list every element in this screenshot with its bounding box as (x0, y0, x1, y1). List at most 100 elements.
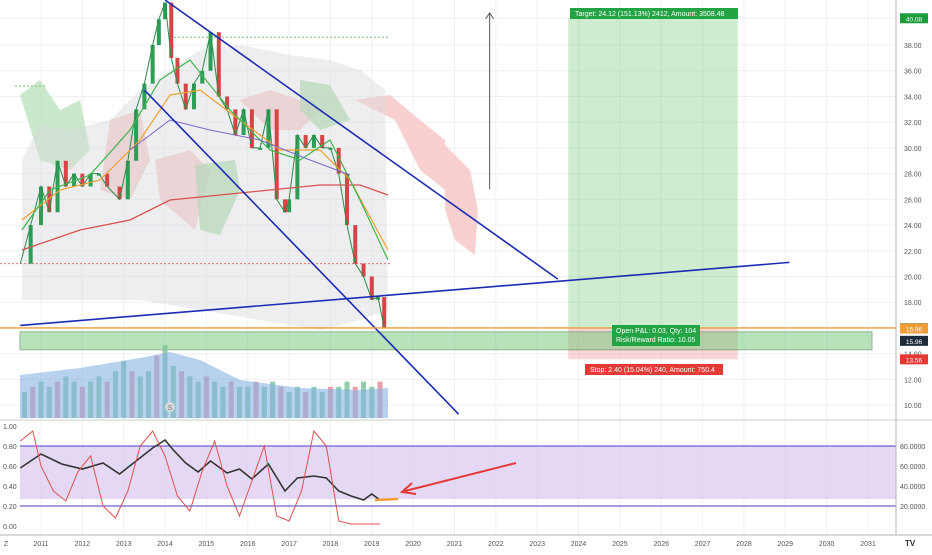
candle-21 (191, 83, 196, 110)
price-tick-10: 20.00 (904, 275, 922, 282)
candle-4 (55, 160, 60, 213)
stop-label: Stop: 2.40 (15.04%) 240, Amount: 750.4 (590, 367, 715, 374)
open-pnl-label: Open P&L: 0.03, Qty: 104 (616, 328, 696, 335)
osc-left-tick-2: 0.60 (3, 464, 17, 471)
price-tick-11: 18.00 (904, 300, 922, 307)
ichimoku-cloud (0, 36, 478, 330)
price-badge-bg-2 (900, 323, 928, 334)
green-zone (19, 331, 873, 351)
oscillator-band (20, 446, 896, 499)
tv-logo: TV (905, 539, 916, 548)
candle-1 (28, 225, 33, 264)
candle-43 (369, 276, 374, 300)
time-tick-3: 2014 (157, 541, 173, 548)
cloud-patch-0 (20, 80, 90, 170)
osc-left-tick-4: 0.20 (3, 504, 17, 511)
price-tick-14: 12.00 (904, 377, 922, 384)
candle-42 (361, 263, 366, 277)
candle-17 (163, 2, 168, 20)
time-tick-20: 2031 (860, 541, 876, 548)
candle-19 (175, 57, 180, 84)
candle-13 (134, 109, 139, 161)
time-tick-13: 2024 (571, 541, 587, 548)
time-tick-9: 2020 (405, 541, 421, 548)
candle-34 (295, 135, 300, 200)
price-tick-8: 24.00 (904, 223, 922, 230)
candle-9 (96, 173, 101, 176)
osc-right-tick-1: 60.0000 (900, 464, 925, 471)
candle-32 (282, 199, 287, 213)
candle-35 (303, 135, 308, 148)
event-icon-bg (165, 402, 175, 412)
price-badge-4: 13.56 (906, 357, 923, 364)
oscillator-dark-line (19, 438, 381, 501)
arrow-up-head (485, 11, 495, 20)
candle-25 (225, 96, 230, 110)
price-tick-7: 26.00 (904, 197, 922, 204)
candle-8 (88, 173, 93, 187)
candle-6 (72, 173, 77, 187)
price-tick-5: 30.00 (904, 146, 922, 153)
candle-26 (233, 109, 238, 136)
candle-37 (320, 135, 325, 148)
candle-41 (353, 225, 358, 264)
candle-16 (156, 19, 161, 46)
red-arrow-head (399, 482, 417, 495)
candle-3 (47, 186, 52, 213)
candle-7 (80, 173, 85, 187)
time-tick-5: 2016 (240, 541, 256, 548)
candle-40 (344, 173, 349, 226)
oscillator-red-line (20, 429, 381, 525)
osc-left-tick-5: 0.00 (3, 524, 17, 531)
candle-10 (105, 173, 110, 187)
trendline-lower-downtrend (143, 89, 460, 415)
ma-20 (21, 59, 389, 261)
risk-reward-label: Risk/Reward Ratio: 10.05 (616, 337, 695, 344)
ma-50 (21, 89, 389, 251)
time-tick-1: 2012 (75, 541, 91, 548)
price-badge-bg-0 (900, 13, 928, 24)
oscillator-pane (0, 419, 932, 525)
time-tick-10: 2021 (447, 541, 463, 548)
candle-33 (287, 199, 292, 213)
trendline-upper-downtrend (164, 0, 559, 280)
pnl-label-bg (612, 325, 700, 346)
candle-45 (382, 297, 387, 328)
volume-ma-area (20, 352, 388, 418)
candle-11 (117, 186, 122, 200)
close-line (19, 2, 385, 329)
volume-bars (20, 345, 388, 418)
corner-glyph: Z (4, 541, 9, 548)
time-tick-6: 2017 (281, 541, 297, 548)
time-tick-0: 2011 (33, 541, 48, 548)
price-tick-2: 36.00 (904, 69, 922, 76)
osc-left-tick-1: 0.80 (3, 444, 17, 451)
drawing-tools[interactable] (0, 0, 896, 415)
time-tick-12: 2023 (529, 541, 545, 548)
price-tick-9: 22.00 (904, 249, 922, 256)
candle-14 (142, 83, 147, 110)
time-tick-15: 2026 (653, 541, 669, 548)
event-icon: S (168, 405, 173, 412)
candle-24 (216, 32, 221, 97)
ma-100 (129, 119, 351, 176)
osc-right-tick-2: 40.0000 (900, 484, 925, 491)
candle-36 (311, 135, 316, 148)
osc-right-tick-3: 20.0000 (900, 504, 925, 511)
time-tick-8: 2019 (364, 541, 380, 548)
candle-2 (39, 186, 43, 226)
candle-12 (125, 160, 130, 200)
cloud-patch-5 (300, 80, 350, 130)
candle-20 (183, 83, 188, 110)
target-label: Target: 24.12 (151.13%) 2412, Amount: 35… (575, 11, 725, 18)
time-tick-18: 2029 (778, 541, 794, 548)
price-tick-3: 34.00 (904, 94, 922, 101)
price-tick-15: 10.00 (904, 403, 922, 410)
price-badge-0: 40.08 (906, 16, 923, 23)
osc-left-tick-0: 1.00 (3, 424, 17, 431)
candle-15 (150, 45, 155, 84)
candle-23 (208, 32, 213, 71)
